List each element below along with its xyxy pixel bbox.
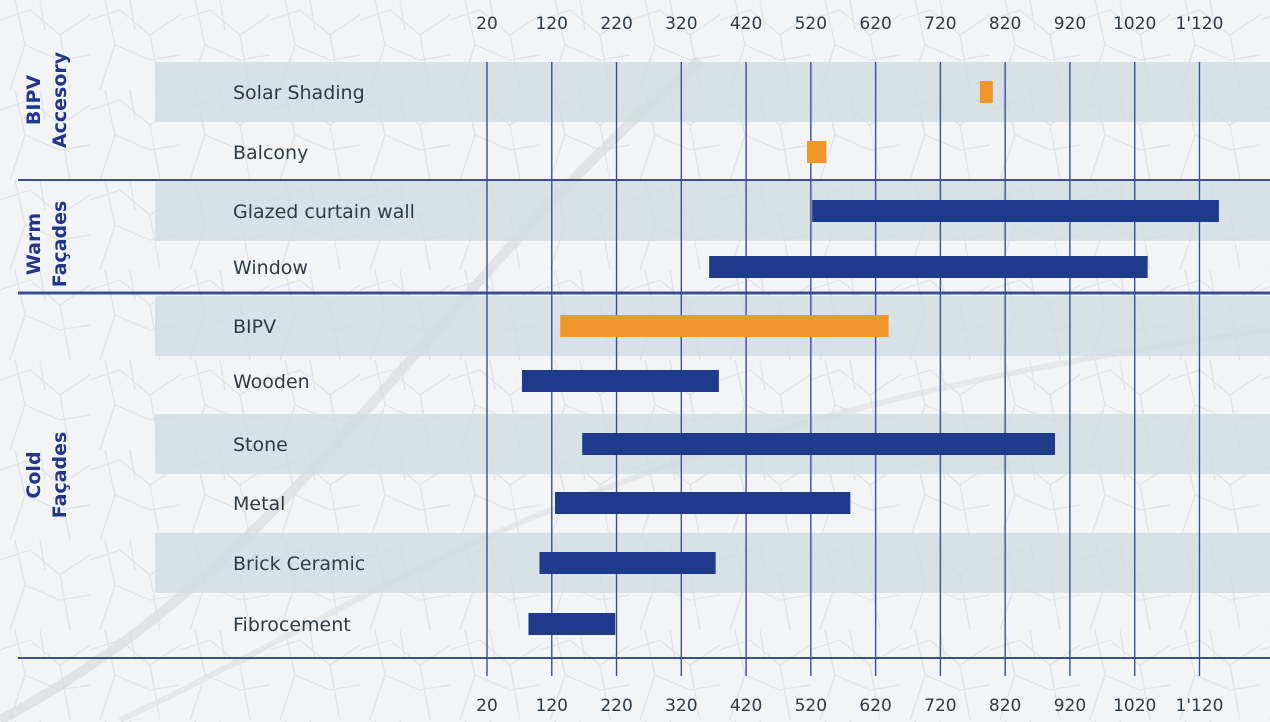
x-tick-label-bottom: 820 (989, 696, 1021, 716)
category-labels: Solar Shading Balcony Glazed curtain wall W… (233, 82, 415, 636)
x-tick-label-bottom: 420 (730, 696, 762, 716)
bar-stone (582, 433, 1056, 455)
bar-glazed-curtain-wall (812, 200, 1219, 222)
bar-fibrocement (528, 613, 616, 635)
bars (521, 81, 1219, 635)
x-tick-label-top: 520 (795, 14, 827, 34)
x-tick-label-bottom: 120 (536, 696, 568, 716)
category-label: Fibrocement (233, 614, 351, 636)
background-leaf-vein (118, 327, 1270, 722)
x-axis-top: 20 120 220 320 420 520 620 720 820 920 1020 1'120 (476, 14, 1223, 34)
category-label: BIPV (233, 316, 276, 338)
x-tick-label-bottom: 920 (1054, 696, 1086, 716)
group-label: Warm Façades (23, 201, 71, 288)
group-label-line: Warm (23, 213, 45, 275)
bar-metal (555, 492, 851, 514)
x-tick-label-top: 120 (536, 14, 568, 34)
x-tick-label-top: 1'120 (1176, 14, 1224, 34)
category-label: Solar Shading (233, 82, 365, 104)
group-label-line: Façades (49, 432, 71, 519)
x-tick-label-bottom: 1020 (1113, 696, 1156, 716)
x-tick-label-bottom: 20 (476, 696, 498, 716)
group-label-line: BIPV (23, 75, 45, 125)
group-label-line: Accesory (49, 51, 71, 148)
x-tick-label-top: 620 (859, 14, 891, 34)
x-axis-bottom: 20 120 220 320 420 520 620 720 820 920 1020 1'120 (476, 696, 1223, 716)
bar-solar-shading (979, 81, 993, 103)
category-label: Balcony (233, 142, 308, 164)
bar-wooden (521, 370, 719, 392)
x-tick-label-top: 320 (665, 14, 697, 34)
x-tick-label-top: 820 (989, 14, 1021, 34)
x-tick-label-bottom: 220 (600, 696, 632, 716)
group-label: BIPV Accesory (23, 51, 71, 148)
category-label: Metal (233, 493, 285, 515)
x-tick-label-bottom: 720 (924, 696, 956, 716)
x-tick-label-top: 420 (730, 14, 762, 34)
bar-window (709, 256, 1148, 278)
group-label: Cold Façades (23, 432, 71, 519)
grid-lines (486, 62, 1201, 676)
category-label: Wooden (233, 371, 310, 393)
x-tick-label-top: 20 (476, 14, 498, 34)
x-tick-label-top: 220 (600, 14, 632, 34)
x-tick-label-bottom: 320 (665, 696, 697, 716)
row-band (155, 62, 1270, 122)
x-tick-label-top: 720 (924, 14, 956, 34)
group-label-line: Façades (49, 201, 71, 288)
bar-bipv (560, 315, 889, 337)
group-separators (18, 179, 1270, 659)
x-tick-label-top: 1020 (1113, 14, 1156, 34)
category-label: Window (233, 257, 308, 279)
group-label-line: Cold (23, 451, 45, 498)
bar-brick-ceramic (539, 552, 716, 574)
category-label: Glazed curtain wall (233, 201, 415, 223)
x-tick-label-bottom: 1'120 (1176, 696, 1224, 716)
category-label: Stone (233, 434, 288, 456)
x-tick-label-bottom: 520 (795, 696, 827, 716)
category-label: Brick Ceramic (233, 553, 365, 575)
x-tick-label-bottom: 620 (859, 696, 891, 716)
x-tick-label-top: 920 (1054, 14, 1086, 34)
bar-balcony (806, 141, 827, 163)
